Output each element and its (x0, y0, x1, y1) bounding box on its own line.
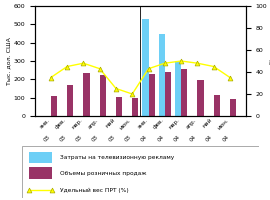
Text: фев.: фев. (55, 117, 67, 130)
Y-axis label: Тыс. дол. США: Тыс. дол. США (6, 37, 11, 85)
Bar (175, 61, 181, 116)
Text: май: май (202, 117, 214, 129)
Text: 04: 04 (140, 134, 148, 143)
Text: янв.: янв. (137, 117, 148, 129)
Text: фев.: фев. (152, 117, 165, 130)
Bar (67, 85, 73, 116)
Text: Объемы розничных продаж: Объемы розничных продаж (60, 171, 146, 176)
Text: 03: 03 (124, 134, 132, 143)
Bar (197, 80, 204, 116)
Text: янв.: янв. (39, 117, 51, 129)
Bar (83, 73, 90, 116)
Bar (142, 19, 149, 116)
Text: Удельный вес ПРТ (%): Удельный вес ПРТ (%) (60, 188, 128, 193)
Text: 03: 03 (91, 134, 100, 143)
Text: Затраты на телевизионную рекламу: Затраты на телевизионную рекламу (60, 155, 174, 160)
Bar (116, 97, 122, 116)
Text: 04: 04 (221, 134, 230, 143)
Text: 03: 03 (75, 134, 83, 143)
Bar (148, 74, 155, 116)
Bar (51, 96, 57, 116)
Text: июн.: июн. (217, 117, 230, 131)
Bar (230, 99, 236, 116)
Text: апр.: апр. (185, 117, 197, 130)
Text: 03: 03 (107, 134, 116, 143)
Bar (214, 95, 220, 116)
Text: 03: 03 (59, 134, 67, 143)
Text: мар.: мар. (71, 117, 83, 130)
Bar (132, 98, 139, 116)
Text: 03: 03 (42, 134, 51, 143)
Bar (29, 167, 52, 179)
Bar (100, 75, 106, 116)
Text: май: май (104, 117, 116, 129)
Text: апр.: апр. (87, 117, 100, 130)
Text: июн.: июн. (119, 117, 132, 131)
Bar (159, 33, 165, 116)
Text: 04: 04 (189, 134, 197, 143)
Bar (165, 72, 171, 116)
Bar (181, 69, 187, 116)
FancyBboxPatch shape (22, 146, 259, 198)
Text: 04: 04 (173, 134, 181, 143)
Text: 04: 04 (156, 134, 165, 143)
Text: 04: 04 (205, 134, 214, 143)
Text: мар.: мар. (168, 117, 181, 130)
Bar (29, 152, 52, 163)
